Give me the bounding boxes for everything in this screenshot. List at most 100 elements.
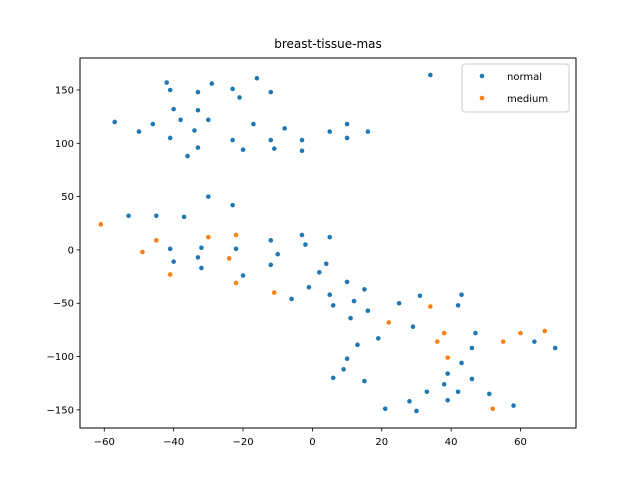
point-normal-71	[455, 303, 461, 308]
point-normal-47	[299, 232, 305, 238]
x-tick-label: −20	[232, 437, 253, 448]
y-tick-label: 0	[68, 245, 74, 256]
plot-frame	[79, 57, 577, 429]
point-normal-78	[455, 389, 461, 395]
point-medium-14	[500, 339, 506, 344]
point-normal-51	[317, 270, 322, 275]
point-normal-38	[171, 259, 176, 264]
point-normal-87	[382, 406, 388, 412]
point-normal-79	[469, 376, 475, 382]
point-normal-20	[268, 137, 274, 143]
point-normal-62	[375, 336, 381, 341]
point-normal-67	[396, 300, 402, 306]
point-medium-9	[386, 320, 392, 325]
point-normal-81	[511, 403, 516, 408]
point-normal-80	[486, 391, 492, 397]
legend-label-normal: normal	[507, 72, 542, 83]
point-normal-72	[473, 330, 478, 336]
point-normal-2	[209, 81, 215, 86]
point-normal-23	[240, 147, 246, 152]
point-normal-5	[268, 89, 274, 95]
y-tick-label: 150	[55, 85, 74, 96]
point-normal-45	[275, 251, 281, 257]
points-layer	[98, 72, 558, 414]
point-normal-19	[299, 137, 305, 143]
point-normal-46	[268, 262, 274, 268]
point-normal-10	[150, 121, 156, 127]
point-medium-6	[226, 256, 232, 261]
x-tick-label: −40	[163, 437, 184, 448]
point-medium-11	[434, 339, 440, 344]
point-normal-0	[164, 80, 170, 85]
y-tick-label: 50	[61, 192, 74, 203]
point-normal-55	[330, 303, 336, 308]
point-normal-29	[365, 129, 371, 134]
y-tick-label: 100	[55, 139, 74, 150]
x-tick-label: 40	[445, 437, 458, 448]
point-normal-25	[195, 145, 201, 150]
point-normal-56	[344, 279, 350, 285]
y-axis: −150 −100 −50 0 50 100 150	[47, 85, 80, 416]
point-normal-64	[341, 367, 346, 372]
point-normal-35	[154, 213, 159, 219]
point-normal-54	[327, 292, 333, 298]
point-normal-42	[233, 246, 239, 252]
point-medium-13	[445, 355, 450, 360]
x-tick-label: −60	[94, 437, 115, 448]
point-normal-13	[178, 117, 183, 123]
point-normal-22	[230, 137, 235, 143]
point-normal-66	[362, 378, 367, 384]
point-normal-8	[428, 72, 433, 78]
point-normal-36	[181, 214, 187, 220]
point-normal-43	[240, 273, 246, 278]
point-normal-68	[410, 324, 416, 330]
point-normal-53	[289, 296, 294, 302]
x-tick-label: 20	[375, 437, 388, 448]
point-medium-3	[167, 272, 173, 277]
point-normal-17	[251, 121, 256, 127]
point-medium-16	[542, 328, 548, 334]
point-medium-17	[490, 406, 496, 412]
point-normal-48	[303, 242, 308, 247]
x-tick-label: 60	[514, 437, 527, 448]
point-normal-60	[365, 308, 371, 314]
point-medium-0	[98, 222, 104, 227]
point-normal-63	[344, 356, 350, 361]
point-normal-6	[195, 89, 201, 95]
legend: normal medium	[461, 63, 570, 113]
point-normal-12	[171, 106, 176, 112]
legend-marker-medium	[479, 95, 485, 101]
point-normal-59	[362, 287, 367, 292]
y-tick-label: −100	[47, 352, 74, 363]
point-normal-11	[136, 129, 142, 134]
point-normal-44	[268, 238, 274, 243]
point-normal-69	[417, 293, 423, 299]
point-normal-3	[254, 75, 260, 81]
point-normal-85	[407, 399, 412, 404]
point-normal-34	[126, 213, 131, 219]
point-normal-77	[445, 397, 450, 403]
point-normal-32	[206, 194, 211, 199]
point-normal-7	[237, 95, 242, 100]
legend-marker-normal	[479, 73, 485, 79]
point-normal-37	[167, 246, 173, 252]
point-normal-74	[459, 360, 464, 366]
point-normal-4	[230, 86, 235, 92]
point-medium-7	[233, 280, 239, 286]
point-normal-83	[552, 345, 558, 351]
point-normal-39	[199, 245, 204, 251]
point-normal-18	[282, 126, 287, 131]
point-normal-28	[344, 121, 350, 127]
point-normal-52	[306, 284, 312, 290]
x-axis: −60 −40 −20 0 20 40 60	[94, 428, 527, 448]
point-normal-40	[195, 255, 201, 260]
point-normal-57	[351, 298, 357, 304]
y-tick-label: −150	[47, 405, 74, 416]
point-normal-41	[199, 265, 204, 271]
point-normal-21	[271, 146, 277, 151]
point-medium-4	[206, 234, 211, 240]
legend-label-medium: medium	[507, 94, 548, 105]
point-normal-58	[348, 315, 353, 321]
point-normal-27	[327, 129, 333, 134]
